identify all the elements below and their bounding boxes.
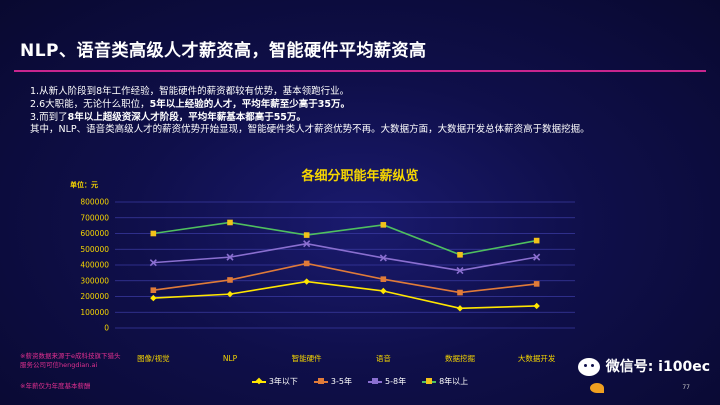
- x-tick-label: 智能硬件: [292, 353, 322, 363]
- data-point: [456, 305, 464, 312]
- legend-marker: [426, 377, 433, 384]
- legend-item: 3-5年: [313, 376, 352, 387]
- data-point: [457, 289, 463, 296]
- data-point: [149, 259, 157, 267]
- data-point: [150, 230, 157, 237]
- legend-swatch: [313, 377, 328, 384]
- y-tick-label: 800000: [80, 198, 109, 207]
- y-tick-label: 700000: [80, 213, 109, 222]
- legend-marker: [372, 377, 378, 384]
- data-point: [533, 302, 540, 310]
- footnote-salary: ※年薪仅为年度基本薪酬: [20, 382, 91, 390]
- x-tick-label: NLP: [223, 354, 238, 363]
- legend-swatch: [368, 377, 382, 384]
- legend-marker: [317, 377, 324, 384]
- wechat-watermark: 微信号: i100ec: [577, 356, 710, 376]
- note-line-2: 2.6大职能，无论什么职位，5年以上经验的人才，平均年薪至少高于35万。: [30, 98, 350, 110]
- data-point: [457, 251, 463, 258]
- data-point: [380, 276, 387, 282]
- y-tick-label: 100000: [80, 308, 109, 317]
- note-line-3: 3.而到了8年以上超级资深人才阶段，平均年薪基本都高于55万。: [30, 111, 306, 123]
- data-point: [379, 254, 387, 262]
- y-tick-label: 500000: [80, 245, 109, 254]
- footnotes: ※薪资数据来源于e成科技旗下猎头 服务公司可信hengdian.ai ※年薪仅为…: [20, 352, 120, 391]
- legend-item: 8年以上: [422, 376, 468, 387]
- data-point: [150, 287, 157, 293]
- x-tick-label: 图像/视觉: [137, 353, 170, 363]
- wechat-icon: [577, 358, 600, 376]
- legend-item: 5-8年: [368, 376, 406, 387]
- page-number: 77: [682, 384, 690, 391]
- series-line: [153, 221, 537, 256]
- data-point: [226, 290, 234, 298]
- footnote-source-cont: 服务公司可信hengdian.ai: [20, 361, 98, 369]
- legend-item: 3年以下: [251, 376, 298, 387]
- x-tick-label: 数据挖掘: [445, 353, 475, 363]
- legend-swatch: [422, 377, 437, 384]
- legend-label: 3-5年: [330, 377, 352, 386]
- y-tick-label: 600000: [80, 229, 109, 238]
- series-line: [153, 242, 537, 272]
- data-point: [303, 232, 310, 238]
- title-divider: [14, 70, 706, 72]
- data-point: [227, 219, 233, 226]
- footnote-source: ※薪资数据来源于e成科技旗下猎头: [20, 352, 121, 360]
- y-tick-label: 0: [104, 324, 109, 333]
- y-axis-unit-label: 单位：元: [70, 181, 98, 189]
- data-point: [303, 260, 310, 267]
- y-tick-label: 200000: [80, 292, 109, 301]
- legend-swatch: [251, 377, 266, 384]
- summary-notes: 1.从新人阶段到8年工作经验，智能硬件的薪资都较有优势，基本领跑行业。 2.6大…: [30, 86, 710, 137]
- series-line: [153, 262, 537, 294]
- wechat-id: 微信号: i100ec: [605, 359, 710, 375]
- legend-label: 5-8年: [385, 377, 407, 386]
- page-title: NLP、语音类高级人才薪资高，智能硬件平均薪资高: [20, 41, 427, 61]
- data-point: [303, 240, 311, 248]
- data-point: [150, 294, 157, 302]
- data-point: [533, 253, 541, 261]
- y-tick-label: 300000: [80, 276, 109, 285]
- data-point: [226, 253, 234, 261]
- data-point: [456, 266, 464, 275]
- brand-logo-icon: [590, 383, 604, 393]
- note-line-4: 其中，NLP、语音类高级人才的薪资优势开始显现，智能硬件类人才薪资优势不再。大数…: [30, 124, 590, 136]
- data-point: [303, 278, 310, 285]
- note-line-1: 1.从新人阶段到8年工作经验，智能硬件的薪资都较有优势，基本领跑行业。: [30, 86, 350, 97]
- data-point: [533, 281, 540, 287]
- legend-label: 3年以下: [268, 377, 298, 386]
- chart-legend: 3年以下 3-5年 5-8年 8年以上: [0, 376, 720, 387]
- x-tick-label: 语音: [376, 353, 391, 363]
- data-point: [533, 237, 540, 244]
- y-tick-label: 400000: [80, 261, 109, 270]
- x-tick-label: 大数据开发: [518, 353, 556, 363]
- legend-label: 8年以上: [439, 377, 469, 386]
- data-point: [227, 277, 233, 283]
- legend-marker: [255, 377, 263, 384]
- data-point: [380, 222, 387, 228]
- chart-title: 各细分职能年薪纵览: [301, 169, 419, 184]
- data-point: [380, 287, 387, 295]
- series-line: [153, 280, 537, 310]
